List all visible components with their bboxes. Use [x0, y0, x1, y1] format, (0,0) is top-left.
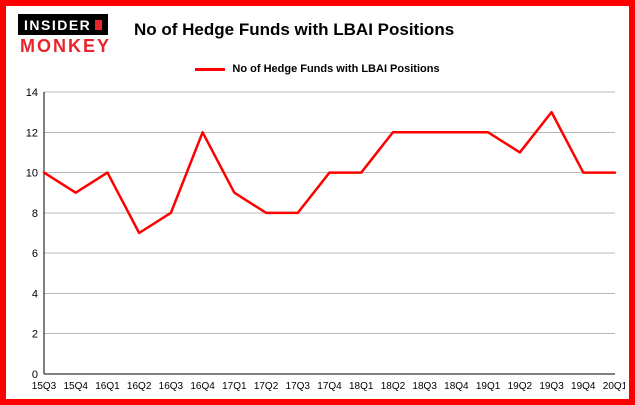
- svg-text:16Q2: 16Q2: [127, 381, 152, 392]
- logo-insider-label: INSIDER: [24, 17, 92, 33]
- svg-text:18Q4: 18Q4: [444, 381, 469, 392]
- svg-text:20Q1: 20Q1: [603, 381, 625, 392]
- svg-text:19Q4: 19Q4: [571, 381, 596, 392]
- legend-label: No of Hedge Funds with LBAI Positions: [232, 63, 440, 75]
- svg-text:16Q1: 16Q1: [95, 381, 120, 392]
- svg-text:8: 8: [32, 208, 38, 220]
- insider-monkey-logo: INSIDER MONKEY: [18, 14, 128, 57]
- logo-insider-text: INSIDER: [18, 14, 109, 35]
- svg-text:6: 6: [32, 248, 38, 260]
- svg-text:19Q1: 19Q1: [476, 381, 501, 392]
- line-chart: 0 2 4 6 8 10 12 14 15Q3 15Q4 16Q1 16Q2 16Q3 16Q4 17Q1 1…: [26, 87, 625, 392]
- svg-text:15Q3: 15Q3: [32, 381, 57, 392]
- svg-text:0: 0: [32, 369, 38, 381]
- svg-text:15Q4: 15Q4: [63, 381, 88, 392]
- svg-text:17Q3: 17Q3: [286, 381, 311, 392]
- svg-text:16Q4: 16Q4: [190, 381, 215, 392]
- svg-text:19Q3: 19Q3: [539, 381, 564, 392]
- svg-text:17Q1: 17Q1: [222, 381, 247, 392]
- svg-text:17Q4: 17Q4: [317, 381, 342, 392]
- logo-eye-icon: [95, 20, 103, 30]
- page-title: No of Hedge Funds with LBAI Positions: [134, 20, 455, 39]
- logo-monkey-text: MONKEY: [20, 36, 112, 56]
- svg-text:18Q3: 18Q3: [412, 381, 437, 392]
- svg-text:17Q2: 17Q2: [254, 381, 279, 392]
- svg-text:14: 14: [26, 87, 38, 99]
- svg-text:19Q2: 19Q2: [508, 381, 533, 392]
- svg-text:16Q3: 16Q3: [159, 381, 184, 392]
- svg-text:18Q2: 18Q2: [381, 381, 406, 392]
- svg-text:12: 12: [26, 127, 38, 139]
- svg-text:18Q1: 18Q1: [349, 381, 374, 392]
- legend-line-swatch: [195, 67, 226, 71]
- svg-text:4: 4: [32, 288, 38, 300]
- svg-text:10: 10: [26, 168, 38, 180]
- svg-text:2: 2: [32, 329, 38, 341]
- legend: No of Hedge Funds with LBAI Positions: [6, 63, 629, 75]
